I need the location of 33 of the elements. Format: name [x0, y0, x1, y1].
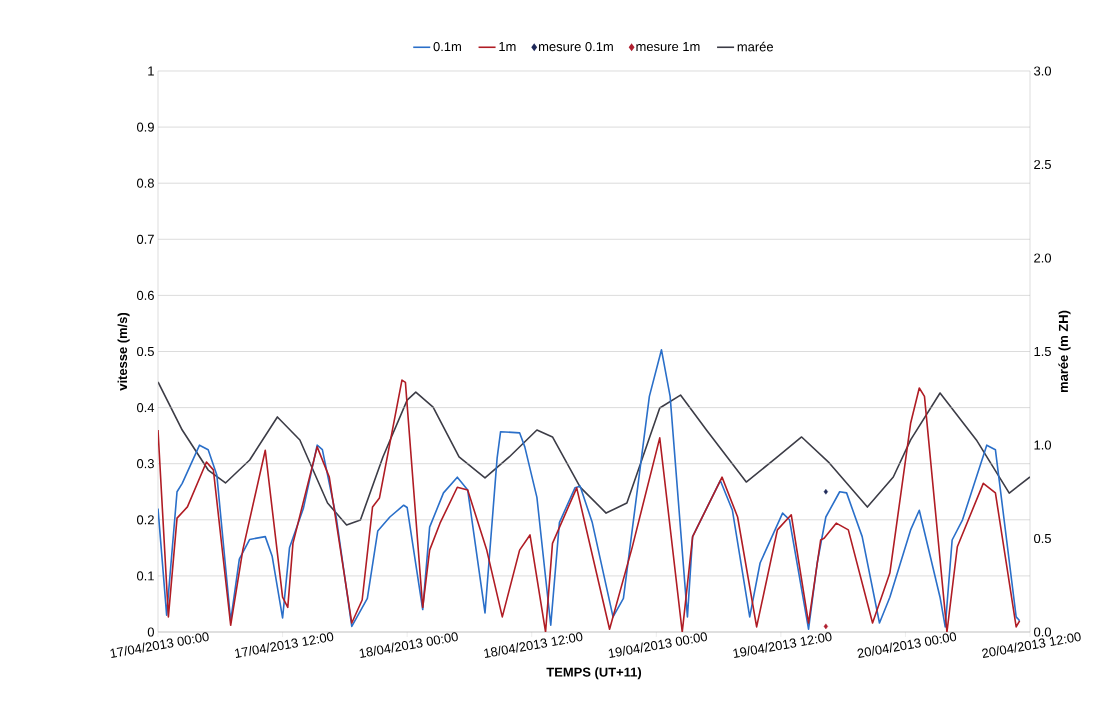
legend-label: 0.1m: [433, 42, 461, 52]
y-tick-label: 0.5: [136, 346, 154, 357]
line-series: [158, 381, 1030, 526]
y-tick-label: 0.3: [136, 459, 154, 469]
x-tick-label: 19/04/2013 00:00: [608, 632, 707, 658]
y-axis-title: vitesse (m/s): [117, 312, 130, 391]
y-tick-label: 0.6: [136, 290, 154, 300]
x-tick-label: 18/04/2013 00:00: [359, 632, 458, 658]
y-tick-label: 0.7: [136, 234, 154, 244]
y2-tick-label: 2.0: [1034, 253, 1052, 263]
y-tick-label: 0.9: [136, 122, 154, 132]
legend-label: 1m: [499, 42, 516, 51]
x-tick-label: 20/04/2013 00:00: [857, 632, 957, 659]
y-tick-label: 0.1: [136, 571, 154, 581]
y2-tick-label: 1.5: [1034, 346, 1051, 357]
legend-label: mesure 0.1m: [539, 42, 613, 52]
y-tick-label: 0.2: [136, 515, 154, 525]
y2-tick-label: 1.0: [1034, 440, 1052, 450]
y2-axis-title: marée (m ZH): [1058, 310, 1071, 393]
y2-tick-label: 0.0: [1034, 627, 1052, 637]
y2-tick-label: 3.0: [1034, 66, 1052, 76]
x-tick-label: 18/04/2013 12:00: [484, 632, 583, 658]
y-tick-label: 0.8: [136, 178, 154, 188]
x-tick-label: 19/04/2013 12:00: [733, 632, 832, 658]
y-tick-label: 1: [148, 66, 154, 76]
legend-label: marée: [737, 41, 773, 52]
y-tick-label: 0.4: [136, 403, 155, 413]
legend-label: mesure 1m: [636, 42, 700, 52]
y2-tick-label: 2.5: [1034, 159, 1051, 170]
y-tick-label: 0: [147, 627, 154, 637]
y2-tick-label: 0.5: [1034, 533, 1051, 544]
x-axis-title: TEMPS (UT+11): [546, 667, 642, 680]
x-tick-label: 17/04/2013 12:00: [235, 632, 334, 658]
